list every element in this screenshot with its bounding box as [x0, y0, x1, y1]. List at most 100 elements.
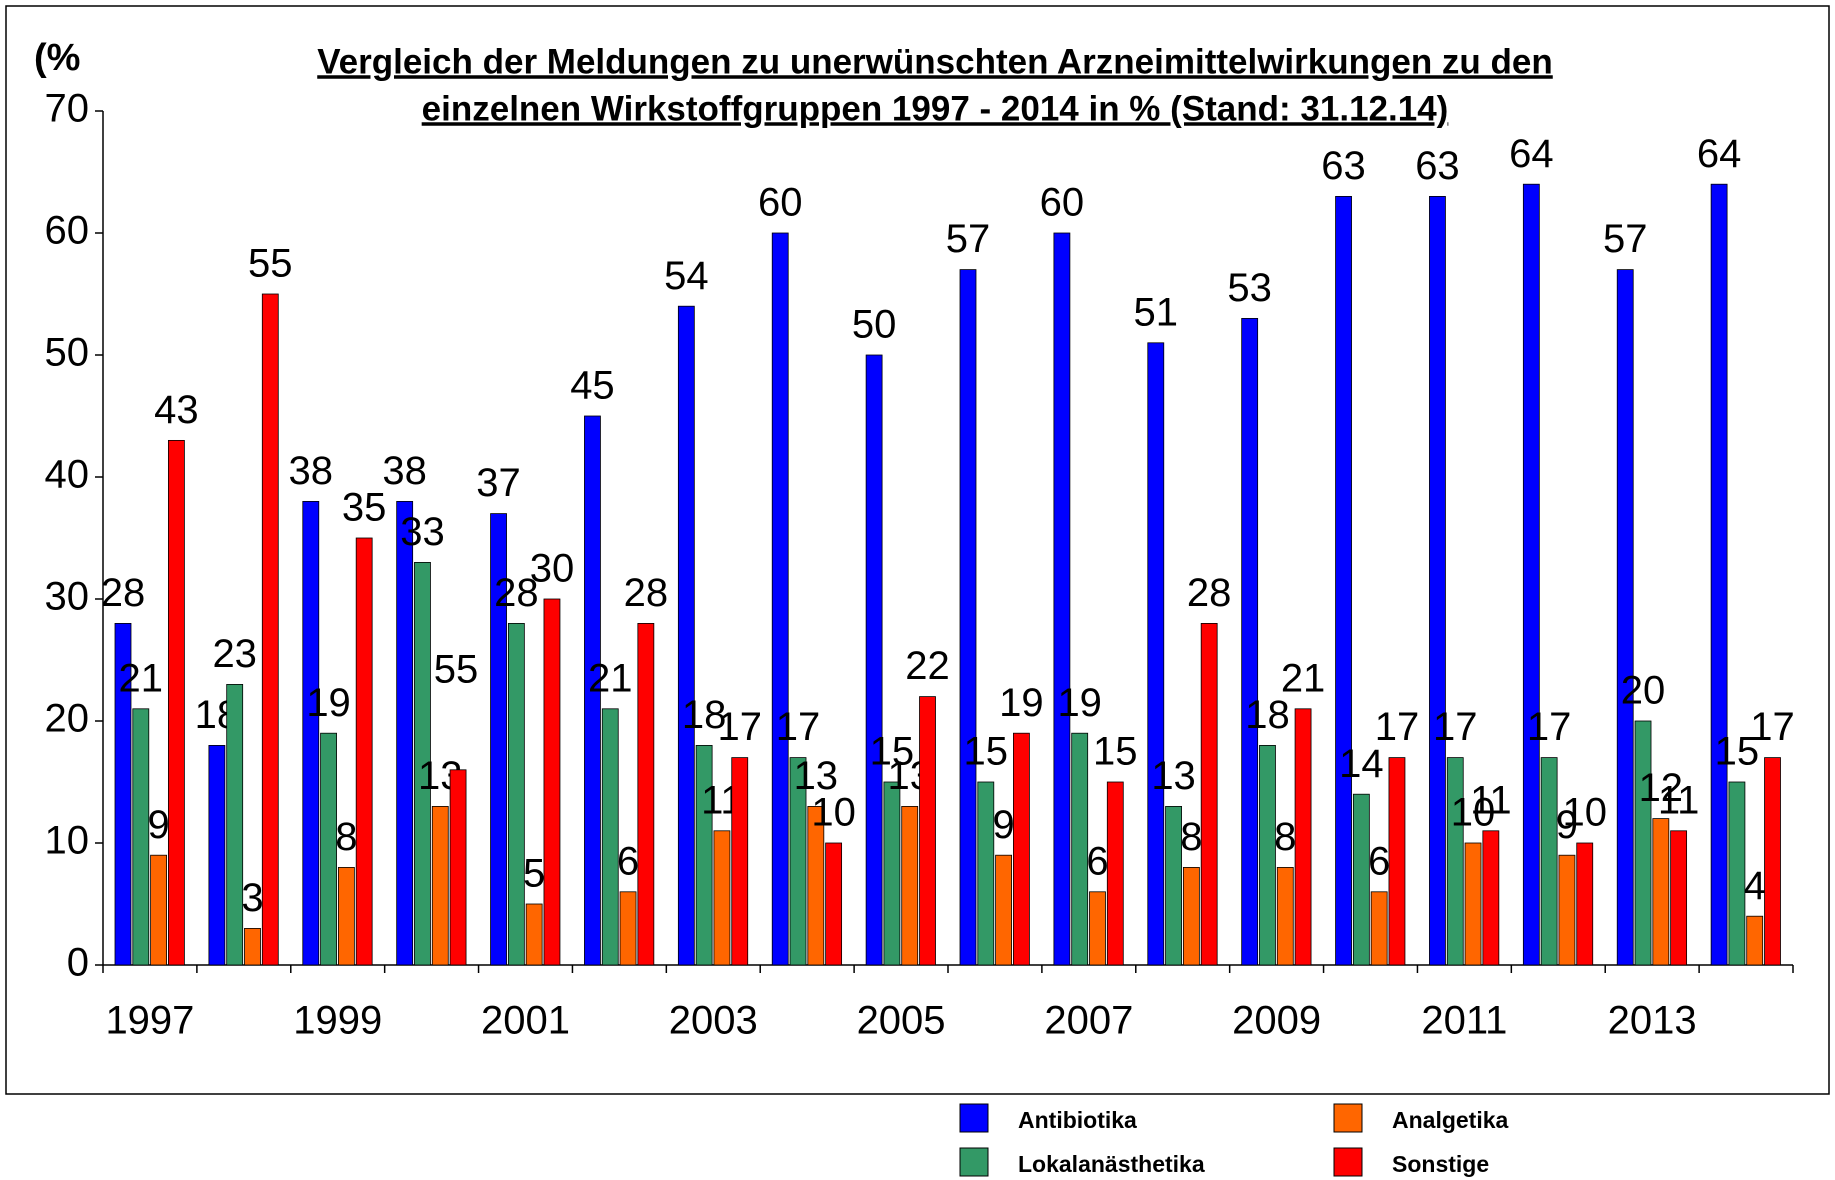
data-label: 9: [992, 803, 1014, 847]
data-label: 18: [1245, 693, 1290, 737]
legend-swatch: [959, 1103, 989, 1133]
data-label: 30: [530, 547, 575, 591]
bar: [150, 854, 168, 966]
data-label: 14: [1339, 742, 1384, 786]
x-tick-label: 2011: [1421, 999, 1507, 1043]
data-label: 21: [588, 656, 633, 700]
data-label: 6: [1086, 839, 1108, 883]
bar: [1616, 269, 1634, 966]
data-label: 15: [870, 730, 915, 774]
bar: [1634, 720, 1652, 966]
data-label: 6: [617, 839, 639, 883]
x-tick-label: 1999: [293, 999, 382, 1043]
bar: [302, 500, 320, 966]
data-label: 20: [1621, 669, 1666, 713]
data-label: 3: [241, 876, 263, 920]
data-label: 17: [717, 705, 762, 749]
bar: [208, 745, 226, 966]
data-label: 17: [1750, 705, 1795, 749]
bar: [619, 891, 637, 966]
data-label: 38: [289, 449, 334, 493]
bar: [789, 757, 807, 966]
bar: [1388, 757, 1406, 966]
bar: [1352, 793, 1370, 966]
data-label: 9: [147, 803, 169, 847]
data-label: 6: [1368, 839, 1390, 883]
x-tick-label: 2003: [669, 999, 758, 1043]
x-tick-label: 2009: [1232, 999, 1321, 1043]
data-label: 60: [1040, 181, 1085, 225]
bar: [1200, 623, 1218, 966]
bar: [490, 513, 507, 966]
data-label: 28: [494, 571, 539, 615]
data-label: 28: [1187, 571, 1232, 615]
data-label: 53: [1227, 266, 1272, 310]
bar: [507, 623, 525, 966]
legend-label: Lokalanästhetika: [1018, 1151, 1205, 1177]
data-label: 21: [119, 656, 164, 700]
data-label: 10: [811, 791, 856, 835]
y-tick-label: 0: [67, 941, 89, 985]
bar: [449, 769, 467, 966]
bar: [601, 708, 619, 966]
data-label: 63: [1321, 144, 1366, 188]
data-label: 28: [101, 571, 146, 615]
legend-label: Antibiotika: [1018, 1107, 1137, 1133]
data-label: 21: [1281, 656, 1326, 700]
data-label: 23: [212, 632, 257, 676]
bar: [320, 732, 337, 966]
bar: [1670, 830, 1688, 966]
y-tick-label: 40: [45, 453, 90, 497]
data-label: 8: [1274, 815, 1296, 859]
data-label: 17: [1433, 705, 1478, 749]
bar: [396, 500, 414, 966]
bar: [1446, 757, 1464, 966]
bar: [1764, 757, 1781, 966]
chart-subtitle: einzelnen Wirkstoffgruppen 1997 - 2014 i…: [422, 89, 1449, 128]
bar: [1089, 891, 1106, 966]
bar: [1106, 781, 1124, 966]
bar: [431, 806, 449, 966]
bar: [1013, 732, 1030, 966]
bar: [1053, 232, 1071, 966]
data-label: 51: [1134, 290, 1179, 334]
bar: [807, 806, 825, 966]
bar: [1576, 842, 1594, 966]
bar: [1165, 806, 1182, 966]
bar: [919, 696, 936, 966]
data-label: 4: [1744, 864, 1766, 908]
bar: [677, 305, 695, 966]
bar: [1071, 732, 1089, 966]
data-label: 37: [476, 461, 521, 505]
x-tick-label: 2001: [481, 999, 570, 1043]
bar: [584, 415, 601, 966]
bar: [771, 232, 789, 966]
bar: [1276, 867, 1294, 966]
bar: [261, 293, 279, 966]
data-label: 15: [1715, 730, 1760, 774]
bar: [1482, 830, 1500, 966]
y-tick-label: 50: [45, 331, 90, 375]
x-tick-label: 2013: [1608, 999, 1697, 1043]
bar: [1241, 317, 1259, 966]
data-label: 12: [1639, 766, 1684, 810]
data-label: 64: [1697, 132, 1742, 176]
bar: [167, 439, 185, 966]
legend-label: Sonstige: [1392, 1151, 1489, 1177]
bar: [883, 781, 901, 966]
data-label: 19: [1057, 681, 1102, 725]
data-label: 64: [1509, 132, 1554, 176]
data-label: 17: [1527, 705, 1572, 749]
bar: [337, 867, 355, 966]
bar: [865, 354, 883, 966]
bar: [637, 623, 655, 966]
data-label: 63: [1415, 144, 1460, 188]
legend-label: Analgetika: [1392, 1107, 1509, 1133]
data-label: 10: [1451, 791, 1496, 835]
bar: [414, 562, 431, 966]
x-tick-label: 2007: [1044, 999, 1133, 1043]
data-label: 35: [342, 486, 387, 530]
data-label: 13: [1151, 754, 1196, 798]
